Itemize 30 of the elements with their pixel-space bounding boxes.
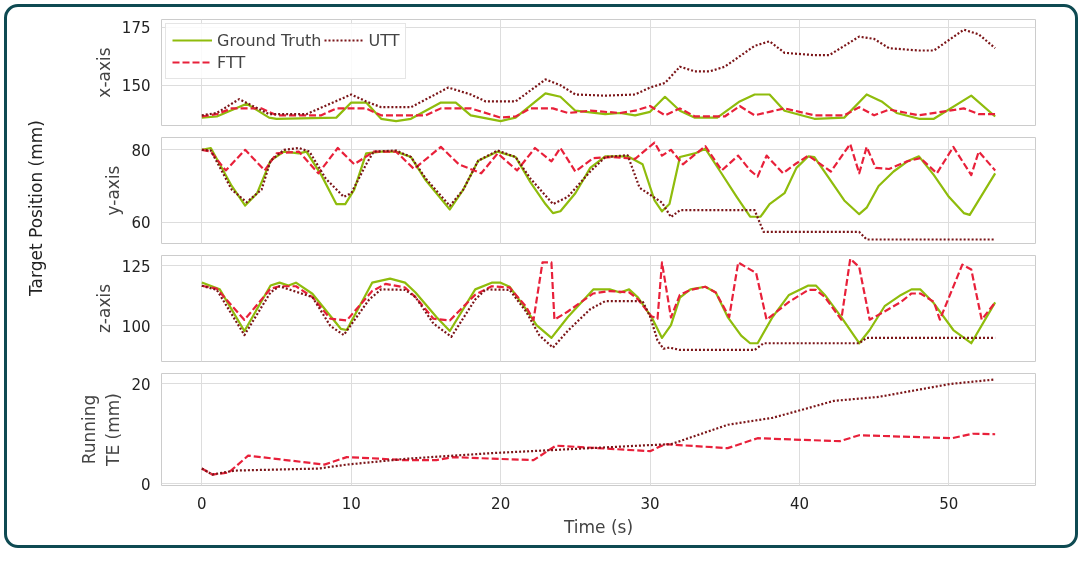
line-series xyxy=(200,92,997,123)
y-tick-label: 125 xyxy=(121,257,151,276)
y-tick-label: 0 xyxy=(140,475,151,494)
legend-label: UTT xyxy=(368,30,400,50)
text: Target Position (mm) xyxy=(24,120,47,296)
y-tick-label: 100 xyxy=(121,317,151,336)
y-axis-title: Running TE (mm) xyxy=(79,393,124,467)
x-axis-title: Time (s) xyxy=(562,516,634,537)
x-tick-label: 50 xyxy=(939,494,959,513)
line-series xyxy=(200,277,997,345)
x-tick-label: 30 xyxy=(640,494,660,513)
y-axis-title: x-axis xyxy=(93,47,114,98)
y-tick-label: 20 xyxy=(131,375,151,394)
x-tick-label: 10 xyxy=(341,494,361,513)
y-tick-label: 80 xyxy=(131,141,151,160)
x-tick-label: 0 xyxy=(197,494,207,513)
line-series xyxy=(200,146,997,218)
x-tick-label: 40 xyxy=(789,494,809,513)
line-series xyxy=(200,28,997,117)
y-tick-label: 150 xyxy=(121,77,151,96)
y-axis-title: z-axis xyxy=(93,283,114,334)
x-tick-label: 20 xyxy=(491,494,511,513)
line-series xyxy=(200,432,997,476)
legend-label: Ground Truth xyxy=(217,30,322,50)
legend-label: FTT xyxy=(217,52,246,72)
y-tick-label: 175 xyxy=(121,19,151,38)
line-series xyxy=(200,146,997,241)
y-tick-label: 60 xyxy=(131,214,151,233)
line-series xyxy=(200,104,997,119)
y-axis-title: y-axis xyxy=(103,165,124,216)
